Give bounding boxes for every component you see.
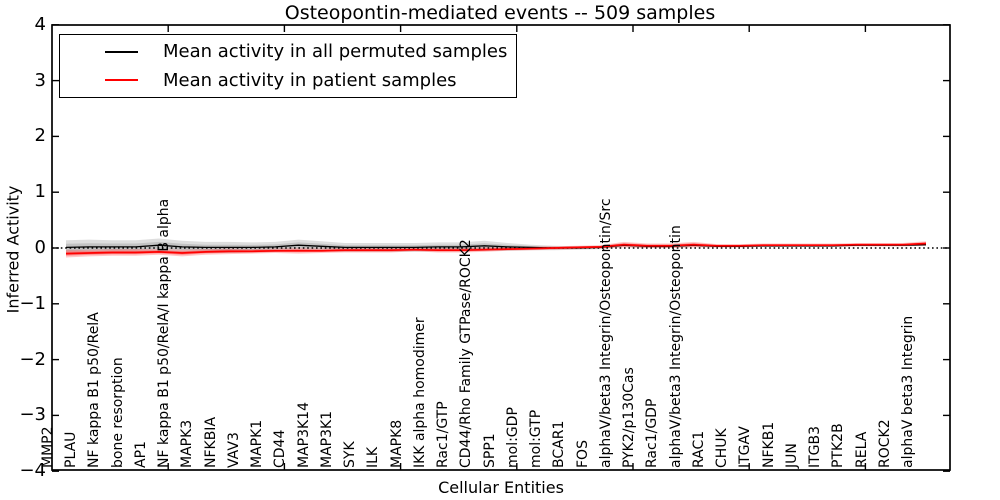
entity-label: Rac1/GTP [435,401,452,468]
entity-label: MAPK3 [179,419,196,468]
entity-label: CHUK [714,428,731,468]
permuted-line-sample [105,50,138,53]
y-tick-label: −1 [19,292,46,314]
entity-label: IKK alpha homodimer [411,317,428,468]
legend-label-patient: Mean activity in patient samples [163,69,457,91]
entity-label: BCAR1 [551,420,568,468]
legend-item-permuted: Mean activity in all permuted samples [60,38,516,66]
chart-title: Osteopontin-mediated events -- 509 sampl… [284,2,716,24]
patient-line-sample [105,79,138,82]
entity-label: NFKB1 [760,421,777,468]
entity-label: MAPK1 [249,419,266,468]
entity-label: PTK2B [830,423,847,468]
y-tick-label: 1 [34,181,46,203]
entity-label: alphaV/beta3 Integrin/Osteopontin [667,225,684,468]
entity-label: alphaV beta3 Integrin [899,315,916,468]
entity-label: mol:GDP [504,407,521,468]
entity-label: JUN [783,443,800,468]
entity-label: NF kappa B1 p50/RelA/I kappa B alpha [156,198,173,468]
entity-label: RELA [853,431,870,468]
entity-label: AP1 [132,441,149,468]
x-axis-label: Cellular Entities [438,478,564,497]
entity-label: NF kappa B1 p50/RelA [86,312,103,468]
y-tick-label: 2 [34,125,46,147]
patient-mean-line [65,242,927,255]
entity-label: bone resorption [109,357,126,468]
entity-label: ILK [365,446,382,468]
entity-label: PYK2/p130Cas [621,367,638,468]
entity-label: VAV3 [225,432,242,468]
entity-label: FOS [574,440,591,468]
y-tick-label: 3 [34,69,46,91]
y-tick-label: −2 [19,348,46,370]
entity-label: SYK [342,441,359,468]
entity-label: Rac1/GDP [644,398,661,468]
entity-label: MAPK8 [388,419,405,468]
entity-label: MAP3K14 [295,401,312,468]
y-tick-label: 4 [34,13,46,35]
legend-item-patient: Mean activity in patient samples [60,66,516,94]
legend-label-permuted: Mean activity in all permuted samples [163,41,508,63]
entity-label: MMP2 [40,426,56,468]
entity-label: SPP1 [481,433,498,468]
entity-label: mol:GTP [528,409,545,468]
entity-label: MAP3K1 [318,410,335,468]
entity-label: ROCK2 [876,419,893,468]
entity-label: ITGAV [737,426,754,468]
entity-label: ITGB3 [807,425,824,468]
entity-label: alphaV/beta3 Integrin/Osteopontin/Src [597,198,614,468]
legend: Mean activity in all permuted samples Me… [59,34,517,98]
entity-label: CD44/Rho Family GTPase/ROCK2 [458,239,475,468]
y-tick-label: −4 [19,460,46,482]
entity-label: RAC1 [690,430,707,468]
entity-label: CD44 [272,429,289,468]
y-tick-label: 0 [34,237,46,258]
entity-label: NFKBIA [202,416,219,468]
y-tick-label: −3 [19,404,46,426]
entity-label: PLAU [63,431,80,468]
